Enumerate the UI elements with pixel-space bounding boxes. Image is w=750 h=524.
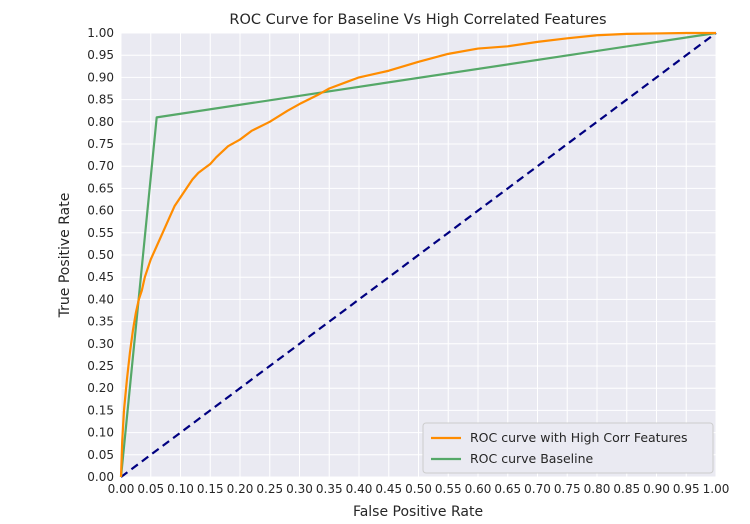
y-tick-label: 0.15 [87,403,114,417]
series-layer [119,31,717,478]
y-tick-label: 0.65 [87,181,114,195]
x-tick-label: 0.85 [613,482,640,496]
y-tick-label: 0.75 [87,137,114,151]
y-tick-label: 0.30 [87,337,114,351]
y-tick-label: 0.70 [87,159,114,173]
y-tick-label: 0.25 [87,359,114,373]
y-tick-label: 0.40 [87,292,114,306]
y-tick-label: 0.85 [87,93,114,107]
y-tick-label: 0.55 [87,226,114,240]
x-tick-label: 0.00 [108,482,135,496]
legend: ROC curve with High Corr Features ROC cu… [422,422,714,474]
y-tick-label: 0.90 [87,70,114,84]
x-tick-label: 0.80 [584,482,611,496]
grid-lines [120,32,717,478]
x-tick-labels: 0.00 0.05 0.10 0.15 0.20 0.25 0.30 0.35 0.40 0.45… [108,482,730,496]
y-tick-label: 0.10 [87,426,114,440]
y-tick-label: 0.80 [87,115,114,129]
x-tick-label: 0.55 [435,482,462,496]
reference-diagonal-line [120,32,717,478]
y-tick-label: 1.00 [87,26,114,40]
x-tick-label: 0.90 [643,482,670,496]
y-tick-label: 0.45 [87,270,114,284]
x-axis-title: False Positive Rate [353,504,483,520]
x-tick-label: 0.30 [286,482,313,496]
x-tick-label: 0.20 [227,482,254,496]
x-tick-label: 1.00 [703,482,730,496]
y-tick-label: 0.50 [87,248,114,262]
series-line-baseline [119,31,717,478]
series-line-high-corr [119,31,716,478]
x-tick-label: 0.10 [167,482,194,496]
legend-label-baseline: ROC curve Baseline [470,451,594,466]
chart-title: ROC Curve for Baseline Vs High Correlate… [229,12,606,28]
x-tick-label: 0.40 [346,482,373,496]
x-tick-label: 0.65 [494,482,521,496]
x-tick-label: 0.25 [256,482,283,496]
y-tick-label: 0.05 [87,448,114,462]
y-tick-label: 0.20 [87,381,114,395]
y-tick-label: 0.35 [87,315,114,329]
legend-label-high-corr: ROC curve with High Corr Features [470,430,688,445]
y-tick-labels: 0.00 0.05 0.10 0.15 0.20 0.25 0.30 0.35 0.40 0.45… [87,26,114,484]
legend-box [422,422,714,474]
x-tick-label: 0.45 [375,482,402,496]
x-tick-label: 0.95 [673,482,700,496]
x-tick-label: 0.60 [465,482,492,496]
y-tick-label: 0.60 [87,204,114,218]
y-axis-title: True Positive Rate [57,193,73,319]
x-tick-label: 0.15 [197,482,224,496]
x-tick-label: 0.50 [405,482,432,496]
y-tick-label: 0.95 [87,48,114,62]
x-tick-label: 0.75 [554,482,581,496]
x-tick-label: 0.70 [524,482,551,496]
x-tick-label: 0.05 [137,482,164,496]
y-tick-label: 0.00 [87,470,114,484]
x-tick-label: 0.35 [316,482,343,496]
